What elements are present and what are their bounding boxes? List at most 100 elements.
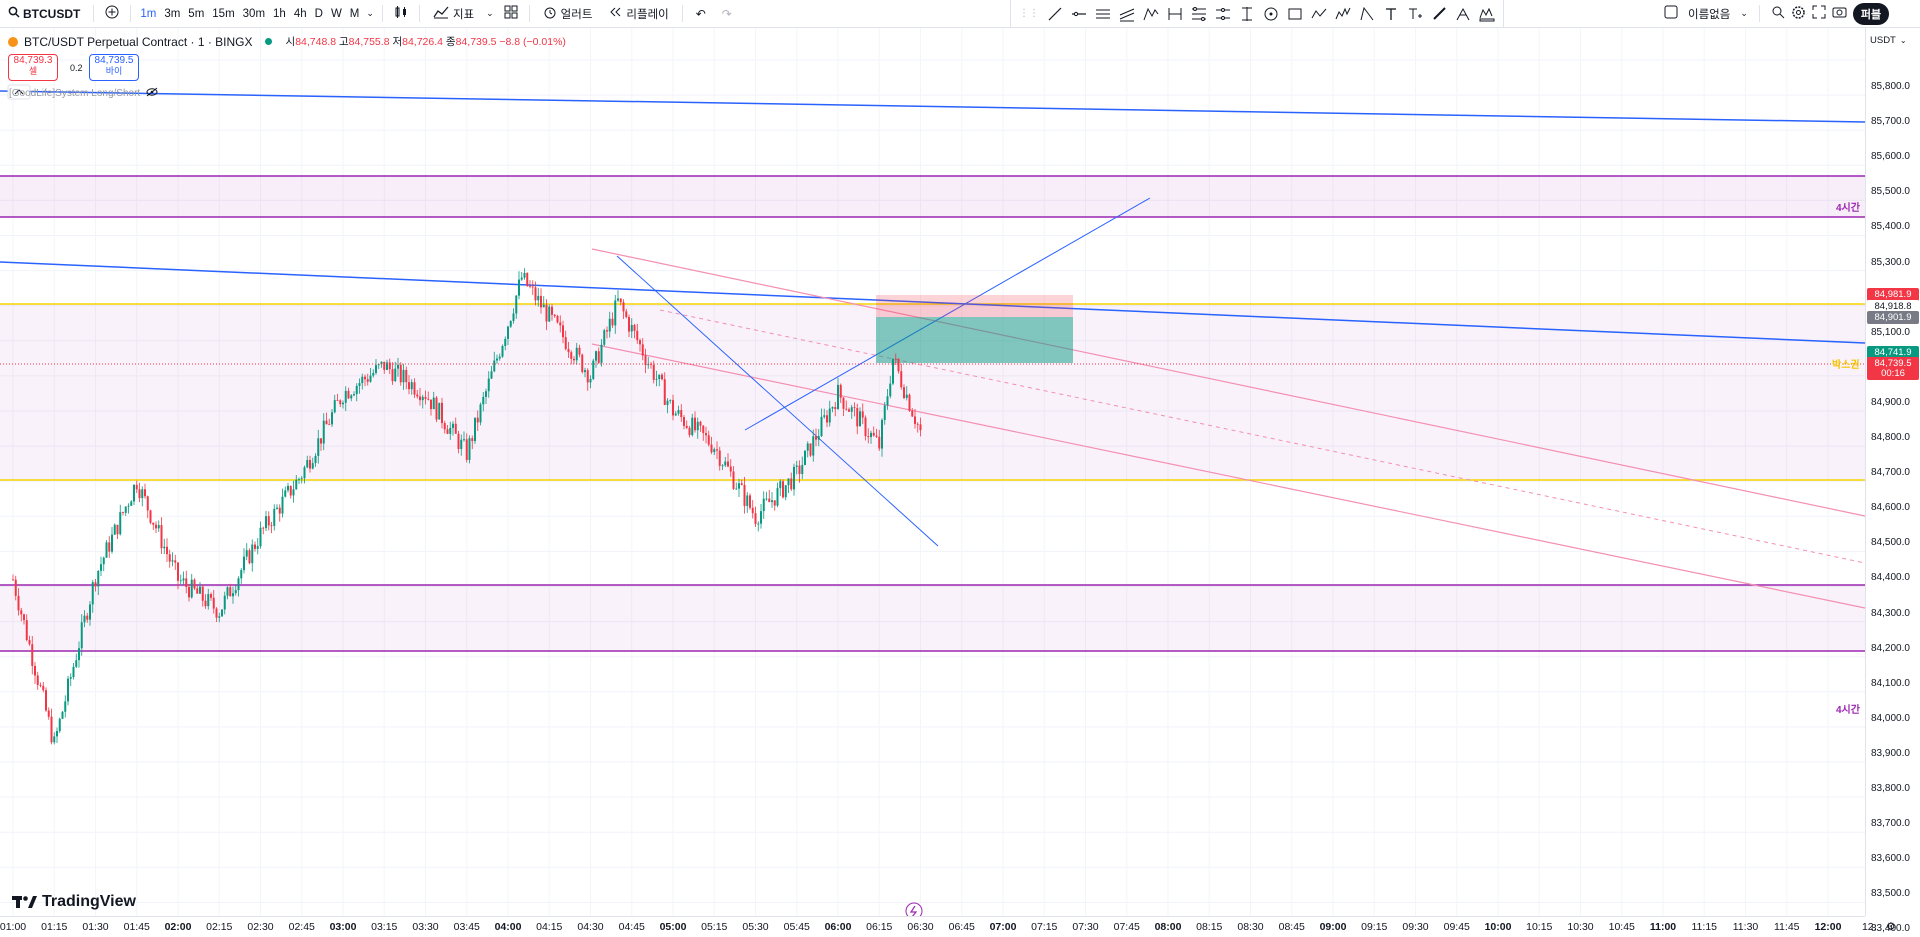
replay-marker-icon[interactable] — [905, 902, 923, 916]
horizontal-ray-icon[interactable] — [1067, 2, 1091, 26]
trendline-upper[interactable] — [0, 90, 1865, 123]
candle-body — [353, 394, 355, 396]
indicator-legend[interactable]: [GoodLife]System Long/Short — [9, 87, 158, 100]
legend-title[interactable]: BTC/USDT Perpetual Contract · 1 · BINGX — [24, 34, 253, 49]
redo-icon[interactable]: ↷ — [721, 6, 732, 21]
price-tick: 83,700.0 — [1871, 818, 1910, 830]
indicators-button[interactable]: 지표 — [425, 5, 482, 22]
replay-button[interactable]: 리플레이 — [600, 5, 676, 22]
text-note-icon[interactable] — [1403, 2, 1427, 26]
position-target-zone[interactable] — [876, 317, 1073, 363]
symbol-search-button[interactable]: BTCUSDT — [0, 6, 88, 21]
rectangle-icon[interactable] — [1283, 2, 1307, 26]
candle-body — [430, 399, 432, 410]
candle-body — [779, 481, 782, 489]
candle-body — [504, 338, 507, 346]
highlighter-icon[interactable] — [1451, 2, 1475, 26]
price-axis[interactable]: USDT ⌄ 85,800.0 85,700.0 85,600.0 85,500.0 8… — [1865, 28, 1920, 934]
candle-body — [320, 438, 322, 444]
chevron-down-icon[interactable]: ⌄ — [366, 8, 374, 18]
triangle-pattern-icon[interactable] — [1355, 2, 1379, 26]
candle-body — [713, 449, 716, 453]
candle-body — [300, 478, 303, 480]
fib-retracement-icon[interactable] — [1187, 2, 1211, 26]
interval-4h[interactable]: 4h — [293, 7, 307, 20]
candle-body — [694, 417, 696, 431]
candle-body — [551, 306, 553, 315]
candle-body — [102, 557, 105, 565]
candle-body — [740, 483, 743, 485]
chart-pane[interactable] — [0, 28, 1865, 916]
time-axis[interactable]: 01:00 01:15 01:30 01:45 02:00 02:15 02:30 02:45… — [0, 916, 1896, 937]
layout-name[interactable]: 이름없음 — [1688, 8, 1731, 21]
candle-body — [570, 352, 573, 359]
interval-30m[interactable]: 30m — [242, 7, 266, 20]
candle-type-icon[interactable] — [388, 5, 414, 22]
pitchfork-icon[interactable] — [1139, 2, 1163, 26]
chevron-down-icon[interactable]: ⌄ — [1740, 8, 1748, 18]
candle-body — [809, 443, 812, 456]
candle-body — [168, 554, 171, 562]
publish-button[interactable]: 퍼블 — [1852, 2, 1890, 25]
candle-body — [215, 608, 218, 618]
gear-icon[interactable] — [1791, 5, 1806, 23]
path-icon[interactable] — [1307, 2, 1331, 26]
price-tick: 84,400.0 — [1871, 572, 1910, 584]
chevron-down-icon[interactable]: ⌄ — [486, 8, 494, 18]
currency-selector[interactable]: USDT ⌄ — [1870, 35, 1907, 46]
candle-body — [366, 379, 369, 382]
fullscreen-icon[interactable] — [1812, 5, 1826, 22]
candle-body — [325, 420, 328, 425]
candle-body — [281, 496, 284, 514]
position-stop-zone[interactable] — [876, 295, 1073, 317]
ellipse-icon[interactable] — [1259, 2, 1283, 26]
candle-body — [853, 407, 856, 409]
interval-1m[interactable]: 1m — [140, 7, 157, 20]
channel-upper-line[interactable] — [591, 248, 1865, 517]
interval-5m[interactable]: 5m — [188, 7, 205, 20]
pattern-icon[interactable] — [1475, 2, 1499, 26]
candle-body — [130, 501, 133, 506]
text-icon[interactable] — [1379, 2, 1403, 26]
eye-hidden-icon[interactable] — [146, 87, 158, 100]
price-range-icon[interactable] — [1235, 2, 1259, 26]
camera-icon[interactable] — [1832, 5, 1847, 22]
brush-icon[interactable] — [1427, 2, 1451, 26]
candle-body — [188, 586, 190, 598]
interval-3m[interactable]: 3m — [164, 7, 181, 20]
channel-mid-line[interactable] — [659, 309, 1865, 564]
drag-handle-icon[interactable]: ⋮⋮ — [1019, 8, 1039, 19]
regression-channel-icon[interactable] — [1115, 2, 1139, 26]
candle-body — [892, 358, 894, 384]
layout-checkbox-icon[interactable] — [1664, 5, 1678, 22]
fib-channel-icon[interactable] — [1211, 2, 1235, 26]
candle-body — [254, 544, 256, 549]
undo-icon[interactable]: ↶ — [695, 6, 706, 21]
interval-1h[interactable]: 1h — [273, 7, 286, 20]
candle-body — [410, 382, 413, 390]
alerts-button[interactable]: 얼러트 — [535, 5, 601, 22]
trendline-mid[interactable] — [0, 261, 1865, 344]
fib-extension-icon[interactable] — [1163, 2, 1187, 26]
layouts-grid-icon[interactable] — [498, 5, 524, 22]
compare-add-icon[interactable] — [99, 5, 125, 22]
price-tick: 83,800.0 — [1871, 783, 1910, 794]
quick-search-icon[interactable] — [1771, 5, 1785, 22]
chevron-up-icon — [14, 89, 24, 95]
interval-w[interactable]: W — [330, 7, 342, 20]
collapse-legend-button[interactable] — [7, 84, 31, 100]
trend-line-icon[interactable] — [1043, 2, 1067, 26]
trendline-rise[interactable] — [744, 197, 1151, 431]
interval-15m[interactable]: 15m — [212, 7, 235, 20]
interval-d[interactable]: D — [314, 7, 323, 20]
sell-button[interactable]: 84,739.3 셀 — [8, 54, 58, 81]
buy-button[interactable]: 84,739.5 바이 — [89, 54, 139, 81]
price-tick: 84,500.0 — [1871, 537, 1910, 549]
settings-gear-icon[interactable]: ⚙ — [1886, 921, 1896, 933]
parallel-channel-icon[interactable] — [1091, 2, 1115, 26]
interval-m[interactable]: M — [349, 7, 360, 20]
elliott-wave-icon[interactable] — [1331, 2, 1355, 26]
trendline-drop[interactable] — [616, 255, 939, 547]
candle-body — [691, 417, 694, 436]
channel-lower-line[interactable] — [591, 343, 1865, 609]
